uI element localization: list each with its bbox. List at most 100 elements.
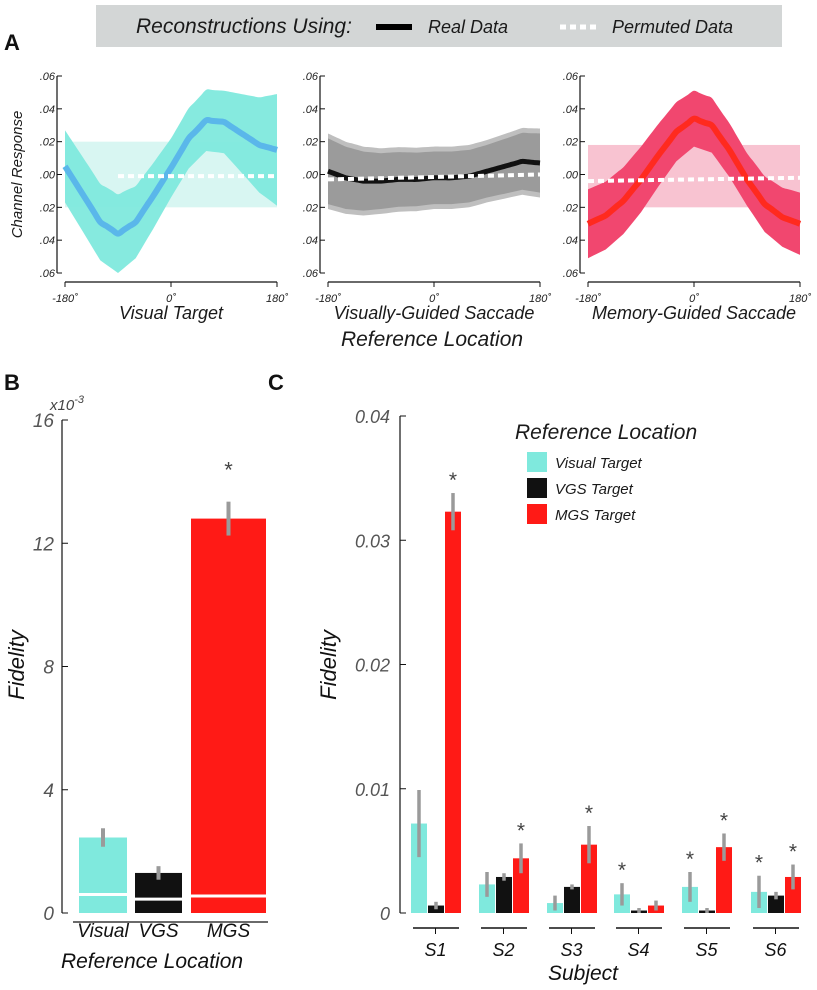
bar-visual — [79, 837, 127, 913]
significance-star: * — [585, 802, 593, 825]
y-tick-label: .00 — [303, 170, 319, 182]
panel-a-visual-target: .06 .04 .02 .00 .02 .04 .06 -180˚ 0˚ 180˚ Visual T… — [9, 71, 288, 323]
bar-s6-1 — [768, 895, 784, 913]
y-tick-label: .02 — [563, 202, 578, 214]
x-tick-label: 0˚ — [689, 293, 699, 305]
bar-s1-0 — [411, 823, 427, 913]
y-axis-label: Channel Response — [9, 111, 26, 239]
legend-title: Reconstructions Using: — [136, 15, 352, 38]
y-tick-label: 0 — [43, 904, 54, 925]
y-tick-label: 0 — [380, 904, 390, 924]
x-axis-label: Visually-Guided Saccade — [334, 303, 535, 323]
bar-s2-1 — [496, 876, 512, 913]
panel-label-c: C — [268, 370, 284, 395]
panel-a-shared-xlabel: Reference Location — [341, 328, 523, 351]
y-tick-label: .06 — [563, 268, 579, 280]
significance-star: * — [755, 852, 763, 875]
real-data-line — [327, 158, 541, 184]
x-tick-label: S4 — [627, 940, 649, 960]
y-tick-label: 0.01 — [355, 780, 390, 800]
significance-star: * — [618, 859, 626, 882]
significance-star: * — [686, 848, 694, 871]
x-tick-label: 0˚ — [166, 293, 176, 305]
panel-label-b: B — [4, 370, 20, 395]
x-tick-label: MGS — [207, 921, 251, 942]
x-tick-label: S6 — [764, 940, 787, 960]
panel-c-bar-chart: 0.04 0.03 0.02 0.01 0 Fidelity Reference Locat… — [316, 407, 801, 985]
y-axis-label: Fidelity — [4, 628, 29, 700]
permuted-data-line — [327, 172, 541, 182]
y-tick-label: .04 — [40, 235, 55, 247]
significance-star: * — [224, 458, 233, 483]
x-tick-label: S3 — [560, 940, 582, 960]
x-axis-label: Visual Target — [119, 303, 224, 323]
x-tick-label: -180˚ — [52, 293, 78, 305]
y-tick-label: .04 — [563, 235, 578, 247]
x-tick-label: 180˚ — [789, 293, 811, 305]
legend-title: Reference Location — [515, 421, 697, 444]
y-tick-label: .06 — [303, 268, 319, 280]
legend-banner — [96, 5, 782, 47]
real-data-ci-band — [588, 90, 800, 259]
x-tick-label: Visual — [77, 921, 129, 942]
y-tick-label: .00 — [40, 170, 56, 182]
real-data-line — [586, 115, 802, 227]
x-tick-label: S2 — [492, 940, 514, 960]
x-tick-label: -180˚ — [575, 293, 601, 305]
y-tick-label: .02 — [303, 202, 318, 214]
y-tick-label: .06 — [563, 71, 579, 83]
y-tick-label: .04 — [303, 235, 318, 247]
x-tick-label: S5 — [695, 940, 718, 960]
x-axis-label: Memory-Guided Saccade — [592, 303, 796, 323]
x-axis-label: Reference Location — [61, 950, 243, 973]
y-tick-label: .04 — [40, 104, 55, 116]
y-tick-label: .06 — [40, 71, 56, 83]
bar-s3-2 — [581, 844, 597, 913]
y-tick-label: 0.04 — [355, 407, 390, 427]
significance-star: * — [720, 809, 728, 832]
y-tick-label: .02 — [563, 137, 578, 149]
y-tick-label: .06 — [303, 71, 319, 83]
real-data-line — [62, 116, 278, 237]
y-tick-label: .00 — [563, 170, 579, 182]
bar-s5-2 — [716, 847, 732, 913]
legend-swatch — [527, 504, 547, 524]
real-data-ci-band — [328, 132, 540, 211]
significance-star: * — [789, 841, 797, 864]
y-tick-label: 12 — [33, 534, 55, 555]
x-tick-label: S1 — [424, 940, 446, 960]
scale-label: x10-3 — [49, 394, 85, 414]
legend-label: MGS Target — [555, 507, 636, 524]
legend-permuted-label: Permuted Data — [612, 17, 733, 37]
real-data-ci-band — [65, 89, 277, 274]
y-tick-label: 0.03 — [355, 531, 390, 551]
legend-real-label: Real Data — [428, 17, 508, 37]
significance-star: * — [517, 819, 525, 842]
bar-s3-1 — [564, 886, 580, 913]
x-axis-label: Subject — [548, 962, 619, 985]
y-tick-label: 16 — [33, 411, 55, 432]
y-axis-label: Fidelity — [316, 628, 341, 700]
permuted-data-line — [587, 175, 801, 184]
bar-s2-0 — [479, 884, 495, 913]
x-tick-label: 180˚ — [266, 293, 288, 305]
y-tick-label: 8 — [43, 658, 54, 679]
bar-mgs — [191, 518, 266, 913]
y-tick-label: .02 — [303, 137, 318, 149]
bar-s6-2 — [785, 876, 801, 913]
legend-swatch — [527, 452, 547, 472]
bar-s1-2 — [445, 511, 461, 913]
significance-star: * — [449, 469, 457, 492]
panel-b-bar-chart: 16 12 8 4 0 x10-3 Fidelity Visual VGS * MGS Referen… — [4, 394, 268, 973]
bar-s2-2 — [513, 858, 529, 913]
y-tick-label: 0.02 — [355, 656, 390, 676]
y-tick-label: .04 — [303, 104, 318, 116]
panel-a-visually-guided-saccade: .06 .04 .02 .00 .02 .04 .06 -180˚ 0˚ 180˚Visually… — [303, 71, 552, 323]
y-tick-label: .04 — [563, 104, 578, 116]
y-tick-label: .06 — [40, 268, 56, 280]
y-tick-label: .02 — [40, 202, 55, 214]
panel-a-memory-guided-saccade: .06 .04 .02 .00 .02 .04 .06 -180˚ 0˚ 180˚Memory-G… — [563, 71, 812, 323]
x-tick-label: -180˚ — [315, 293, 341, 305]
panel-label-a: A — [4, 30, 20, 55]
